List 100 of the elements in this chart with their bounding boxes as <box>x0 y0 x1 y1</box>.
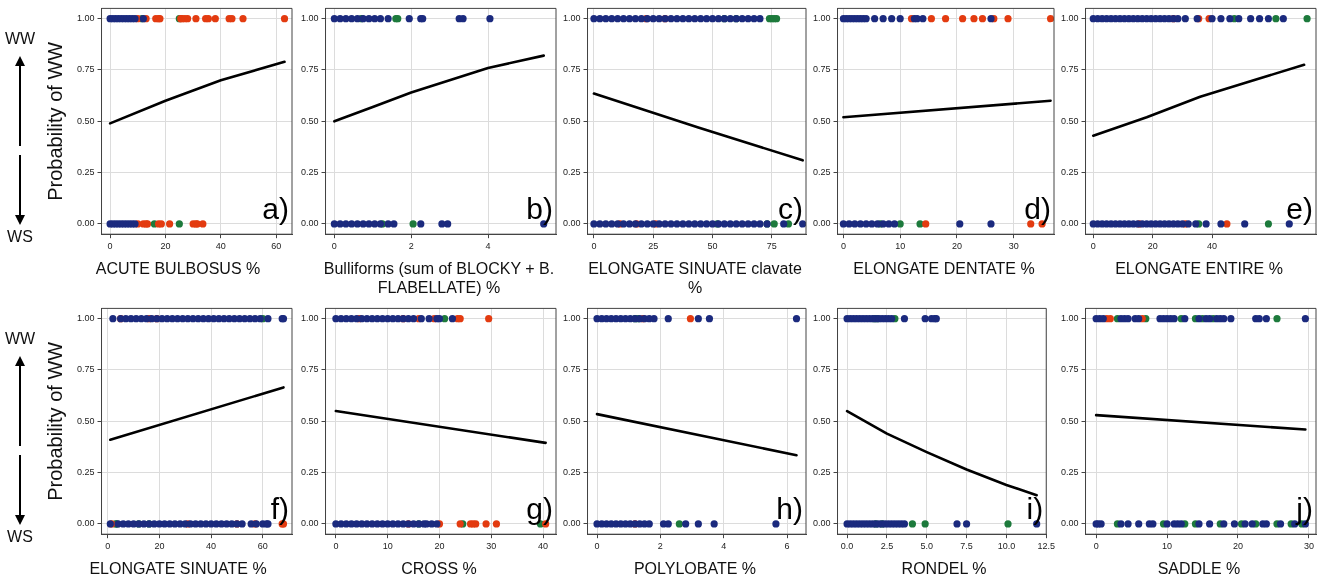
x-tick-label: 40 <box>215 241 226 252</box>
y-tick-label: 0.25 <box>562 167 581 178</box>
x-tick-label: 0 <box>105 541 111 552</box>
x-tick-label: 2 <box>657 541 663 552</box>
x-axis-title: Bulliforms (sum of BLOCKY + B. FLABELLATE) % <box>322 259 556 297</box>
x-tick-label: 40 <box>206 541 217 552</box>
x-tick-label: 7.5 <box>960 541 973 552</box>
y-tick-label: 0.50 <box>812 415 831 426</box>
y-tick-label: 0.00 <box>300 518 319 529</box>
x-tick-label: 75 <box>766 241 777 252</box>
y-tick-label: 0.25 <box>76 467 95 478</box>
x-axis-title: RONDEL % <box>900 559 988 578</box>
y-tick-label: 0.50 <box>562 115 581 126</box>
x-tick-label: 20 <box>160 241 171 252</box>
y-tick-label: 0.75 <box>1060 64 1079 75</box>
x-tick-label: 50 <box>707 241 718 252</box>
y-tick-label: 0.50 <box>76 115 95 126</box>
y-tick-label: 0.75 <box>812 64 831 75</box>
x-tick-label: 10.0 <box>997 541 1016 552</box>
y-tick-label: 0.75 <box>812 364 831 375</box>
y-tick-label: 0.75 <box>300 64 319 75</box>
annotation: j) <box>1295 492 1313 526</box>
x-tick-label: 30 <box>486 541 497 552</box>
x-tick-label: 0.0 <box>840 541 854 552</box>
annotation: c) <box>778 192 803 226</box>
text: WW <box>3 30 37 48</box>
y-tick-label: 1.00 <box>76 13 95 24</box>
y-tick-label: 0.25 <box>562 467 581 478</box>
y-tick-label: 0.00 <box>562 518 581 529</box>
y-tick-label: 0.00 <box>1060 518 1079 529</box>
y-tick-label: 1.00 <box>300 13 319 24</box>
x-tick-label: 0 <box>331 241 337 252</box>
x-tick-label: 60 <box>257 541 268 552</box>
y-tick-label: 1.00 <box>812 13 831 24</box>
x-axis-title: ELONGATE ENTIRE % <box>1114 259 1284 278</box>
y-tick-label: 0.50 <box>562 415 581 426</box>
x-tick-label: 0 <box>1090 241 1096 252</box>
y-tick-label: 0.50 <box>1060 415 1079 426</box>
x-tick-label: 0 <box>333 541 339 552</box>
y-axis-title: Probability of WW <box>43 41 66 201</box>
y-tick-label: 0.00 <box>300 218 319 229</box>
x-tick-label: 60 <box>271 241 282 252</box>
y-tick-label: 0.25 <box>812 167 831 178</box>
x-tick-label: 0 <box>840 241 846 252</box>
x-tick-label: 0 <box>1093 541 1099 552</box>
y-tick-label: 1.00 <box>300 313 319 324</box>
y-tick-label: 0.50 <box>812 115 831 126</box>
x-tick-label: 4 <box>485 241 491 252</box>
y-tick-label: 0.25 <box>1060 467 1079 478</box>
x-tick-label: 30 <box>1008 241 1019 252</box>
y-tick-label: 0.50 <box>1060 115 1079 126</box>
x-axis-title: POLYLOBATE % <box>632 559 758 578</box>
annotation: h) <box>776 492 803 526</box>
annotation: f) <box>270 492 289 526</box>
y-tick-label: 0.50 <box>300 415 319 426</box>
x-tick-label: 0 <box>591 241 597 252</box>
x-axis-title: SADDLE % <box>1156 559 1242 578</box>
text: WS <box>6 228 34 246</box>
x-tick-label: 20 <box>434 541 445 552</box>
annotation: i) <box>1026 492 1044 526</box>
x-tick-label: 10 <box>382 541 393 552</box>
y-tick-label: 0.25 <box>812 467 831 478</box>
y-tick-label: 0.75 <box>562 364 581 375</box>
y-tick-label: 1.00 <box>562 13 581 24</box>
y-tick-label: 1.00 <box>562 313 581 324</box>
x-axis-title: CROSS % <box>400 559 478 578</box>
x-tick-label: 20 <box>951 241 962 252</box>
text: WS <box>6 528 34 546</box>
annotation: d) <box>1024 192 1051 226</box>
x-axis-title: ELONGATE DENTATE % <box>852 259 1036 278</box>
y-tick-label: 0.75 <box>300 364 319 375</box>
y-tick-label: 0.75 <box>76 64 95 75</box>
x-tick-label: 4 <box>721 541 727 552</box>
y-tick-label: 0.00 <box>76 218 95 229</box>
y-tick-label: 1.00 <box>1060 313 1079 324</box>
x-tick-label: 5.0 <box>920 541 933 552</box>
x-axis-title: ACUTE BULBOSUS % <box>94 259 262 278</box>
y-tick-label: 0.00 <box>1060 218 1079 229</box>
x-tick-label: 0 <box>107 241 113 252</box>
y-tick-label: 1.00 <box>1060 13 1079 24</box>
x-tick-label: 10 <box>1162 541 1173 552</box>
y-tick-label: 0.00 <box>812 518 831 529</box>
x-tick-label: 20 <box>154 541 165 552</box>
x-tick-label: 30 <box>1303 541 1314 552</box>
x-axis-title: ELONGATE SINUATE clavate % <box>587 259 803 297</box>
y-tick-label: 0.00 <box>812 218 831 229</box>
y-tick-label: 0.75 <box>76 364 95 375</box>
x-axis-title: ELONGATE SINUATE % <box>88 559 268 578</box>
annotation: e) <box>1286 192 1313 226</box>
annotation: a) <box>262 192 289 226</box>
y-tick-label: 0.50 <box>76 415 95 426</box>
x-tick-label: 2 <box>408 241 414 252</box>
x-tick-label: 12.5 <box>1037 541 1056 552</box>
annotation: b) <box>526 192 553 226</box>
x-tick-label: 40 <box>1207 241 1218 252</box>
y-tick-label: 0.25 <box>1060 167 1079 178</box>
y-tick-label: 1.00 <box>76 313 95 324</box>
y-tick-label: 0.00 <box>76 518 95 529</box>
annotation: g) <box>526 492 553 526</box>
y-tick-label: 0.25 <box>300 467 319 478</box>
